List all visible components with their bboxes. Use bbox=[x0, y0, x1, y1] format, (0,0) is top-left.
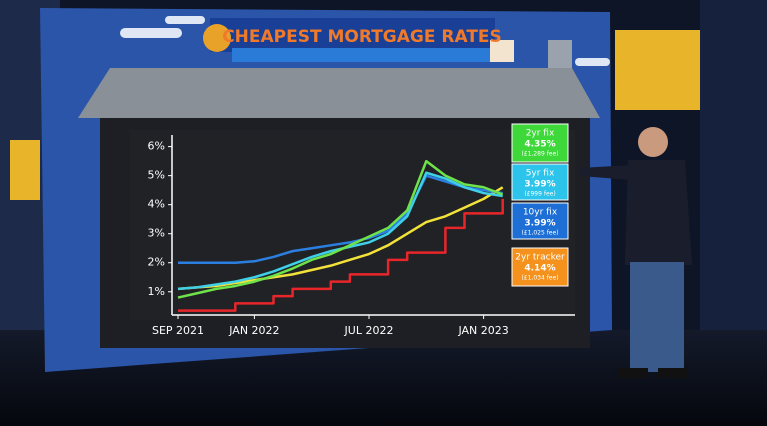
legend-box bbox=[511, 163, 569, 201]
x-tick-label: JUL 2022 bbox=[344, 324, 394, 337]
title-banner-strip bbox=[232, 48, 492, 62]
chart: 1% 2% 3% 4% 5% 6% SEP 2021 JAN 2022 JUL 2022 JAN … bbox=[148, 123, 575, 337]
legend-name: 2yr fix bbox=[526, 129, 555, 139]
y-tick-label: 5% bbox=[148, 169, 165, 182]
legend-box bbox=[511, 247, 569, 287]
series-line bbox=[178, 198, 504, 312]
house-icon bbox=[490, 40, 514, 62]
roof bbox=[78, 68, 600, 118]
legend-box bbox=[511, 202, 569, 240]
y-tick-label: 4% bbox=[148, 198, 165, 211]
side-accent bbox=[615, 30, 705, 110]
legend-fee: (£999 fee) bbox=[524, 191, 555, 198]
money-bag-icon bbox=[203, 24, 231, 52]
x-tick-label: JAN 2022 bbox=[228, 324, 279, 337]
y-tick-label: 3% bbox=[148, 227, 165, 240]
legend-fee: (£1,034 fee) bbox=[521, 275, 558, 282]
x-tick-label: SEP 2021 bbox=[152, 324, 204, 337]
legend-name: 5yr fix bbox=[526, 169, 555, 179]
cloud bbox=[575, 58, 610, 66]
legend-name: 2yr tracker bbox=[515, 253, 565, 263]
x-tick-label: JAN 2023 bbox=[457, 324, 508, 337]
legend-name: 10yr fix bbox=[523, 208, 558, 218]
chart-title: CHEAPEST MORTGAGE RATES bbox=[222, 27, 502, 47]
legend-rate: 4.35% bbox=[524, 140, 555, 150]
legend-rate: 4.14% bbox=[524, 264, 555, 274]
legend-fee: (£1,025 fee) bbox=[521, 230, 558, 237]
series-line bbox=[177, 159, 504, 299]
presenter bbox=[580, 127, 692, 378]
series-line bbox=[177, 186, 504, 291]
side-accent bbox=[10, 140, 40, 200]
cloud bbox=[165, 16, 205, 24]
cloud bbox=[120, 28, 182, 38]
plot-area bbox=[130, 130, 575, 320]
y-tick-label: 2% bbox=[148, 256, 165, 269]
legend-rate: 3.99% bbox=[524, 180, 555, 190]
y-tick-label: 1% bbox=[148, 285, 165, 298]
y-tick-label: 6% bbox=[148, 140, 165, 153]
legend-fee: (£1,289 fee) bbox=[521, 151, 558, 158]
title-banner bbox=[210, 18, 495, 52]
side-panel bbox=[700, 0, 767, 340]
series-line bbox=[178, 174, 503, 264]
legend-rate: 3.99% bbox=[524, 219, 555, 229]
legend-box bbox=[511, 123, 569, 163]
